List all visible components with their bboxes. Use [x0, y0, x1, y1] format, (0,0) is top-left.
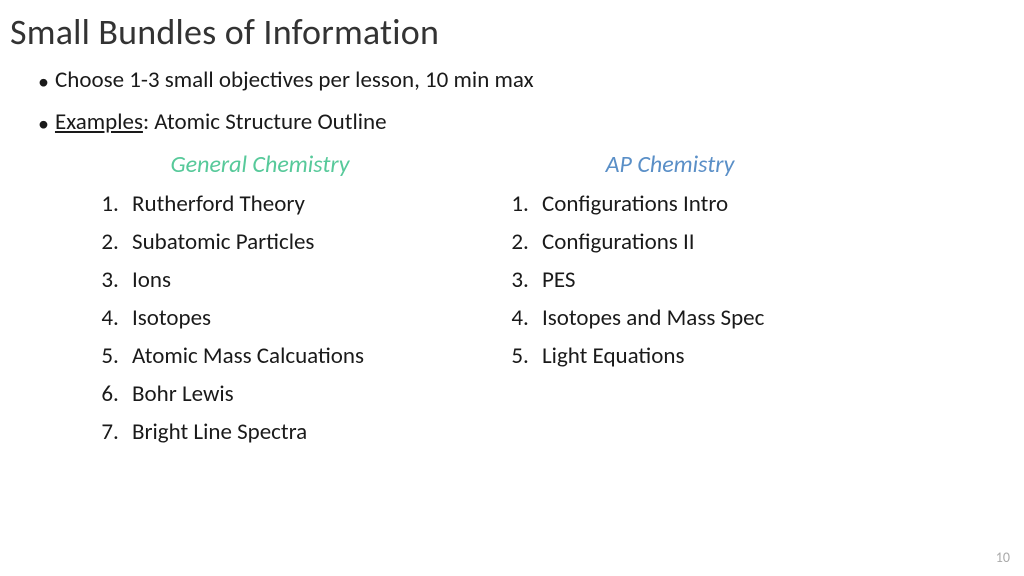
bullet-item: • Choose 1-3 small objectives per lesson… [38, 66, 1014, 94]
column-header: General Chemistry [80, 150, 440, 179]
list-item: Isotopes [124, 299, 440, 337]
list-item: Atomic Mass Calcuations [124, 337, 440, 375]
list-item: Subatomic Particles [124, 223, 440, 261]
examples-rest: : Atomic Structure Outline [143, 108, 387, 136]
ordered-list: Configurations Intro Configurations II P… [534, 185, 850, 375]
examples-label: Examples [55, 108, 143, 136]
slide-title: Small Bundles of Information [10, 10, 1014, 54]
bullet-text: Choose 1-3 small objectives per lesson, … [55, 66, 534, 94]
column-general-chemistry: General Chemistry Rutherford Theory Suba… [80, 150, 440, 451]
column-header: AP Chemistry [490, 150, 850, 179]
bullet-item: • Examples: Atomic Structure Outline [38, 108, 1014, 136]
list-item: Rutherford Theory [124, 185, 440, 223]
slide: Small Bundles of Information • Choose 1-… [0, 0, 1024, 576]
list-item: Configurations II [534, 223, 850, 261]
bullet-text: Examples: Atomic Structure Outline [55, 108, 387, 136]
list-item: Light Equations [534, 337, 850, 375]
list-item: PES [534, 261, 850, 299]
ordered-list: Rutherford Theory Subatomic Particles Io… [124, 185, 440, 451]
bullet-list: • Choose 1-3 small objectives per lesson… [38, 66, 1014, 136]
bullet-icon: • [38, 112, 49, 136]
column-ap-chemistry: AP Chemistry Configurations Intro Config… [490, 150, 850, 451]
list-item: Bright Line Spectra [124, 413, 440, 451]
list-item: Bohr Lewis [124, 375, 440, 413]
list-item: Configurations Intro [534, 185, 850, 223]
columns: General Chemistry Rutherford Theory Suba… [80, 150, 1014, 451]
list-item: Ions [124, 261, 440, 299]
list-item: Isotopes and Mass Spec [534, 299, 850, 337]
page-number: 10 [996, 549, 1010, 566]
bullet-icon: • [38, 70, 49, 94]
